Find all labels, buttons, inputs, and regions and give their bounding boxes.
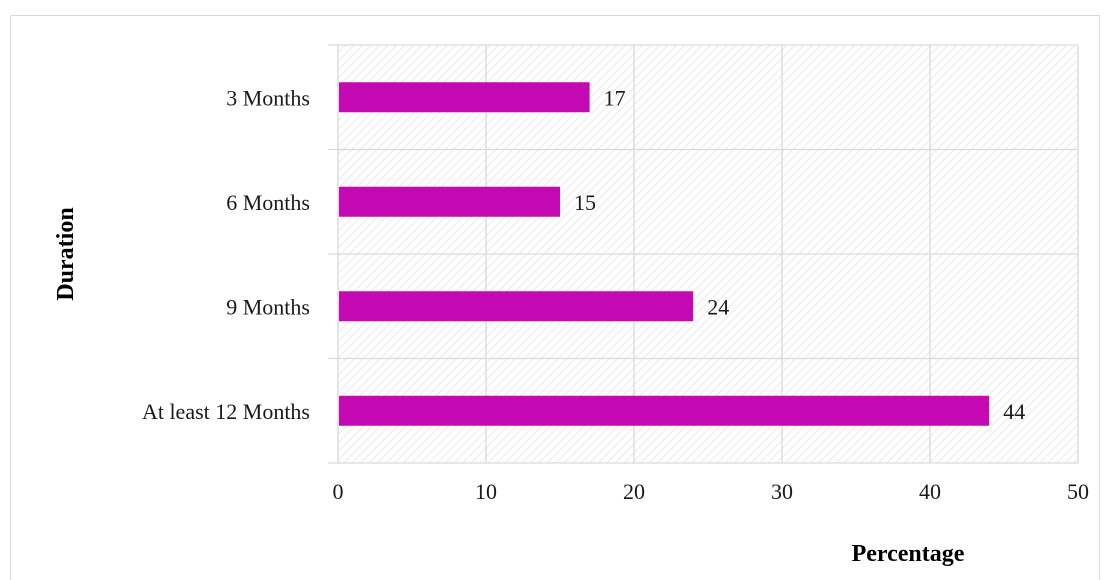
x-tick-label: 30 [771,479,793,504]
data-label: 44 [1003,399,1025,424]
bars [339,82,990,426]
y-tick-label: 9 Months [226,294,310,319]
y-tick-label: At least 12 Months [142,399,310,424]
bar [339,82,590,113]
x-tick-label: 10 [475,479,497,504]
data-label: 15 [574,190,596,215]
y-tick-label: 6 Months [226,190,310,215]
y-tick-labels: 3 Months 6 Months 9 Months At least 12 Mont… [142,85,310,424]
data-label: 24 [707,294,729,319]
x-tick-label: 20 [623,479,645,504]
bar [339,186,560,217]
y-tick-label: 3 Months [226,85,310,110]
bar [339,395,990,426]
x-tick-label: 40 [919,479,941,504]
data-label: 17 [604,85,626,110]
x-tick-label: 0 [333,479,344,504]
data-labels: 17 15 24 44 [574,85,1025,424]
bar [339,291,694,322]
x-axis-title: Percentage [852,541,965,567]
gridlines [328,44,1079,464]
x-tick-labels: 0 10 20 30 40 50 [333,479,1090,504]
x-tick-label: 50 [1067,479,1089,504]
y-axis-title: Duration [53,207,79,300]
